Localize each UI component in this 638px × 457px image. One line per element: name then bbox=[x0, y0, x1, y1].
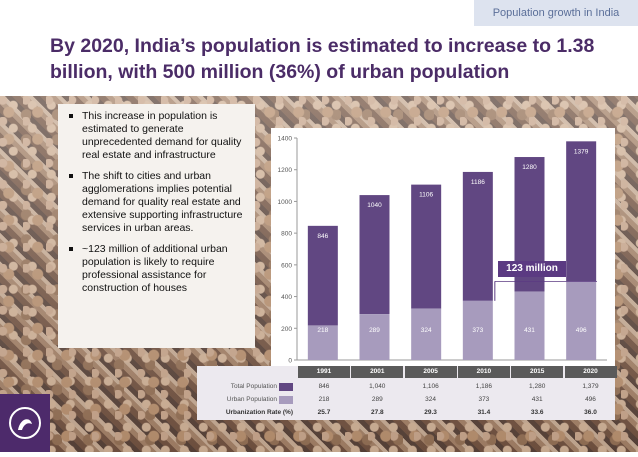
urban-bar-label: 324 bbox=[421, 327, 432, 334]
urban-bar-label: 496 bbox=[576, 327, 587, 334]
y-tick-label: 600 bbox=[281, 262, 292, 269]
table-cell: 1,186 bbox=[475, 383, 493, 390]
table-row: Total Population 846 1,040 1,106 1,186 1,280 1… bbox=[197, 379, 615, 395]
callout-label: 123 million bbox=[498, 261, 566, 277]
y-tick-label: 200 bbox=[281, 326, 292, 333]
urban-population-bar bbox=[462, 300, 493, 360]
total-bar-label: 1040 bbox=[367, 202, 382, 209]
y-tick-label: 0 bbox=[288, 358, 292, 365]
logo-icon bbox=[0, 394, 50, 452]
table-cell: 846 bbox=[318, 383, 330, 390]
page-title: By 2020, India’s population is estimated… bbox=[50, 35, 595, 83]
table-cell: 1,106 bbox=[422, 383, 439, 390]
y-tick-label: 1200 bbox=[278, 167, 293, 174]
total-population-bar bbox=[462, 171, 493, 301]
table-cell: 36.0 bbox=[584, 409, 597, 416]
total-bar-label: 846 bbox=[317, 233, 328, 240]
section-tag: Population growth in India bbox=[474, 0, 638, 26]
urban-bar-label: 431 bbox=[524, 327, 535, 334]
table-cell: 33.6 bbox=[530, 409, 544, 416]
urban-bar-label: 218 bbox=[317, 327, 328, 334]
bullet-item: ~123 million of additional urban populat… bbox=[68, 243, 247, 295]
urban-bar-label: 373 bbox=[472, 327, 483, 334]
table-cell: 1,379 bbox=[582, 383, 599, 390]
table-row: Urban Population 218 289 324 373 431 496 bbox=[197, 392, 615, 408]
urban-population-bar bbox=[566, 281, 597, 360]
table-cell: 29.3 bbox=[424, 409, 437, 416]
total-population-bar bbox=[411, 184, 442, 309]
table-year-header: 2005 bbox=[404, 366, 457, 378]
table-cell: 27.8 bbox=[370, 409, 384, 416]
bullet-item: This increase in population is estimated… bbox=[68, 110, 247, 162]
table-row: Urbanization Rate (%) 25.7 27.8 29.3 31.4 33.… bbox=[197, 405, 615, 421]
table-cell: 289 bbox=[371, 396, 383, 403]
bullet-panel: This increase in population is estimated… bbox=[58, 104, 255, 348]
total-bar-label: 1186 bbox=[471, 179, 485, 186]
table-year-header: 2010 bbox=[457, 366, 510, 378]
table-year-header: 2001 bbox=[351, 366, 404, 378]
table-cell: 31.4 bbox=[477, 409, 491, 416]
table-cell: 1,040 bbox=[369, 383, 386, 390]
urban-bar-label: 289 bbox=[369, 327, 380, 334]
urban-population-bar bbox=[411, 308, 442, 360]
total-bar-label: 1280 bbox=[522, 164, 537, 171]
y-tick-label: 800 bbox=[281, 231, 292, 238]
table-cell: 25.7 bbox=[317, 409, 331, 416]
urban-population-bar bbox=[307, 325, 338, 360]
table-row-label: Urbanization Rate (%) bbox=[225, 409, 293, 416]
total-bar-label: 1106 bbox=[419, 192, 433, 199]
total-population-bar bbox=[566, 141, 597, 282]
table-cell: 324 bbox=[425, 396, 437, 403]
table-cell: 1,280 bbox=[529, 383, 546, 390]
table-year-header: 2015 bbox=[511, 366, 564, 378]
total-population-bar bbox=[359, 195, 390, 315]
population-bar-chart: 0 200 400 600 800 1000 1200 1400 846 218 1040 289 11… bbox=[278, 136, 607, 365]
y-tick-label: 1000 bbox=[278, 199, 293, 206]
total-bar-label: 1379 bbox=[574, 148, 589, 155]
total-population-bar bbox=[307, 225, 338, 326]
table-row-label: Total Population bbox=[230, 383, 277, 390]
table-cell: 431 bbox=[531, 396, 543, 403]
y-tick-label: 1400 bbox=[278, 136, 293, 143]
table-year-header: 2020 bbox=[564, 366, 617, 378]
table-year-header: 1991 bbox=[298, 366, 350, 378]
legend-swatch bbox=[279, 383, 293, 391]
y-tick-label: 400 bbox=[281, 294, 292, 301]
legend-swatch bbox=[279, 396, 293, 404]
table-cell: 496 bbox=[585, 396, 596, 403]
urban-population-bar bbox=[359, 314, 390, 360]
table-cell: 218 bbox=[318, 396, 330, 403]
bullet-item: The shift to cities and urban agglomerat… bbox=[68, 170, 247, 235]
table-cell: 373 bbox=[478, 396, 490, 403]
table-row-label: Urban Population bbox=[226, 396, 277, 403]
urban-population-bar bbox=[514, 291, 545, 360]
chart-panel: 0 200 400 600 800 1000 1200 1400 846 218 1040 289 11… bbox=[271, 128, 615, 368]
